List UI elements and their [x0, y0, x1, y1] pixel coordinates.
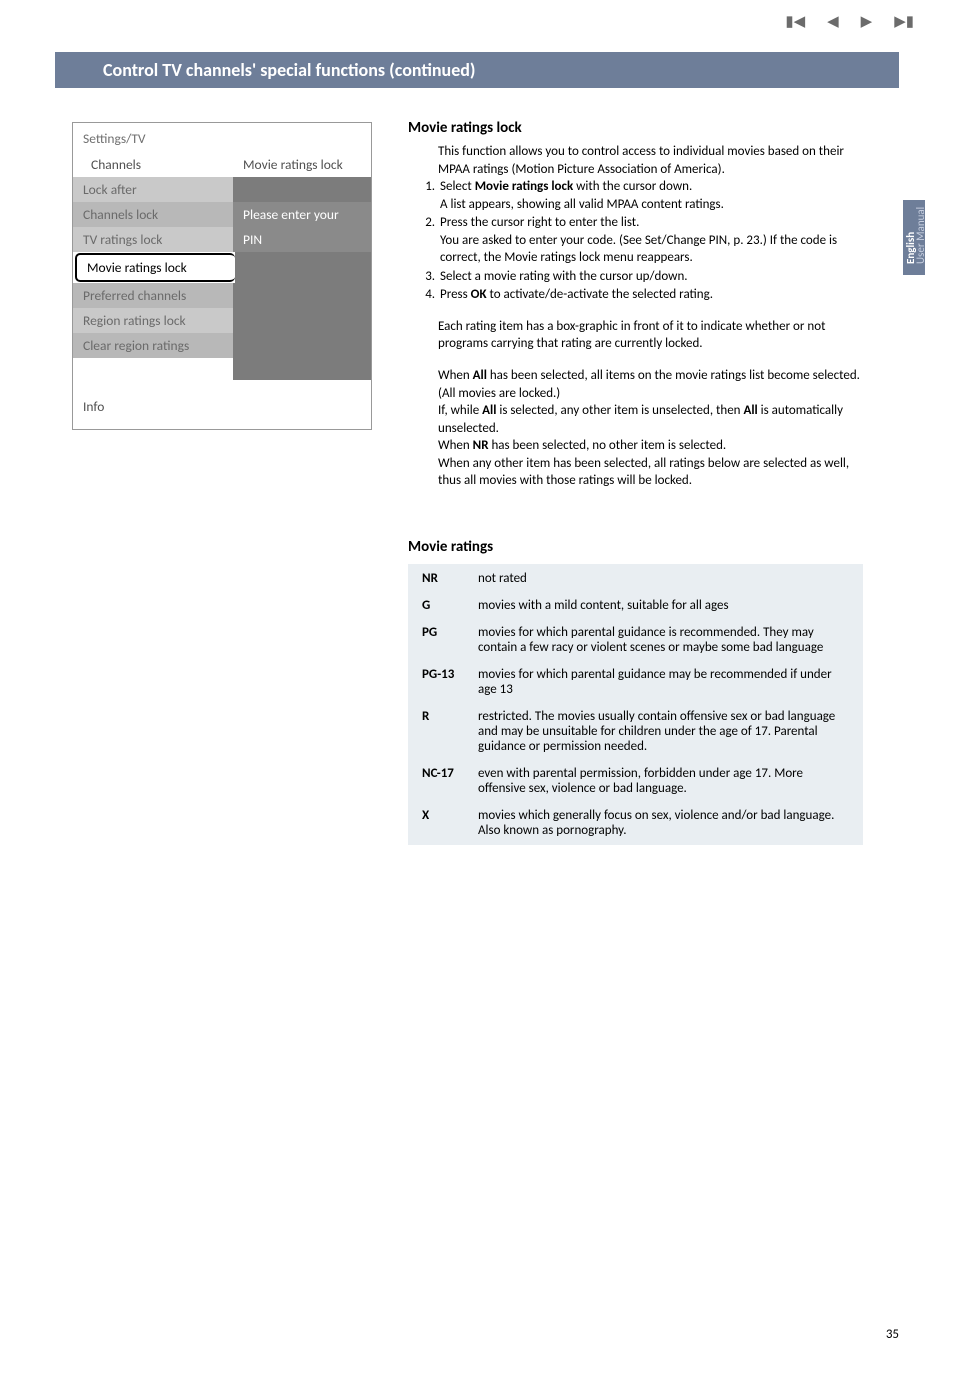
menu-right-2: Please enter your [233, 202, 371, 227]
step-3: Select a movie rating with the cursor up… [438, 268, 863, 286]
nav-last-icon[interactable]: ▶▮ [894, 12, 914, 31]
para-all-selected: When All has been selected, all items on… [438, 367, 863, 402]
table-row: NRnot rated [410, 566, 861, 591]
intro-text: This function allows you to control acce… [438, 143, 863, 178]
nav-prev-icon[interactable]: ◀ [827, 12, 839, 31]
table-row: Rrestricted. The movies usually contain … [410, 704, 861, 759]
para-boxgraphic: Each rating item has a box-graphic in fr… [438, 318, 863, 353]
table-row: Gmovies with a mild content, suitable fo… [410, 593, 861, 618]
settings-title: Settings/TV [73, 123, 371, 152]
menu-right-3: PIN [233, 227, 371, 252]
settings-panel: Settings/TV Channels Movie ratings lock … [72, 122, 372, 430]
tab-manual: User Manual [914, 207, 927, 264]
language-tab: English User Manual [903, 200, 925, 275]
menu-clear-region: Clear region ratings [73, 333, 233, 358]
menu-right-1 [233, 177, 371, 202]
menu-channels-lock: Channels lock [73, 202, 233, 227]
page-number: 35 [886, 1327, 899, 1342]
para-all-unselected: If, while All is selected, any other ite… [438, 402, 863, 437]
menu-right-7 [233, 333, 371, 358]
menu-right-6 [233, 308, 371, 333]
para-below: When any other item has been selected, a… [438, 455, 863, 490]
explain-block: Each rating item has a box-graphic in fr… [408, 318, 863, 490]
movie-ratings-heading: Movie ratings [408, 538, 863, 556]
menu-right-5 [233, 283, 371, 308]
content-column: Movie ratings lock This function allows … [408, 119, 863, 845]
menu-right-4 [235, 252, 371, 283]
nav-first-icon[interactable]: ▮◀ [785, 12, 805, 31]
settings-info: Info [73, 380, 371, 429]
menu-region-lock: Region ratings lock [73, 308, 233, 333]
menu-channels: Channels [73, 152, 233, 177]
menu-right-8 [233, 358, 371, 380]
steps-list: Select Movie ratings lock with the curso… [438, 178, 863, 304]
table-row: PGmovies for which parental guidance is … [410, 620, 861, 660]
movie-ratings-lock-heading: Movie ratings lock [408, 119, 863, 137]
para-nr: When NR has been selected, no other item… [438, 437, 863, 455]
step-2: Press the cursor right to enter the list… [438, 214, 863, 267]
menu-right-0: Movie ratings lock [233, 152, 371, 177]
table-row: Xmovies which generally focus on sex, vi… [410, 803, 861, 843]
table-row: PG-13movies for which parental guidance … [410, 662, 861, 702]
menu-blank [73, 358, 233, 380]
nav-arrows: ▮◀ ◀ ▶ ▶▮ [785, 12, 914, 31]
table-row: NC-17even with parental permission, forb… [410, 761, 861, 801]
intro-paragraph: This function allows you to control acce… [408, 143, 863, 178]
menu-preferred: Preferred channels [73, 283, 233, 308]
menu-tv-ratings: TV ratings lock [73, 227, 233, 252]
step-4: Press OK to activate/de-activate the sel… [438, 286, 863, 304]
section-header-text: Control TV channels' special functions (… [103, 59, 476, 81]
menu-movie-ratings-selected: Movie ratings lock [75, 253, 235, 282]
menu-lock-after: Lock after [73, 177, 233, 202]
nav-next-icon[interactable]: ▶ [861, 12, 873, 31]
step-1: Select Movie ratings lock with the curso… [438, 178, 863, 213]
ratings-table: NRnot rated Gmovies with a mild content,… [408, 564, 863, 845]
section-header: Control TV channels' special functions (… [55, 52, 899, 88]
